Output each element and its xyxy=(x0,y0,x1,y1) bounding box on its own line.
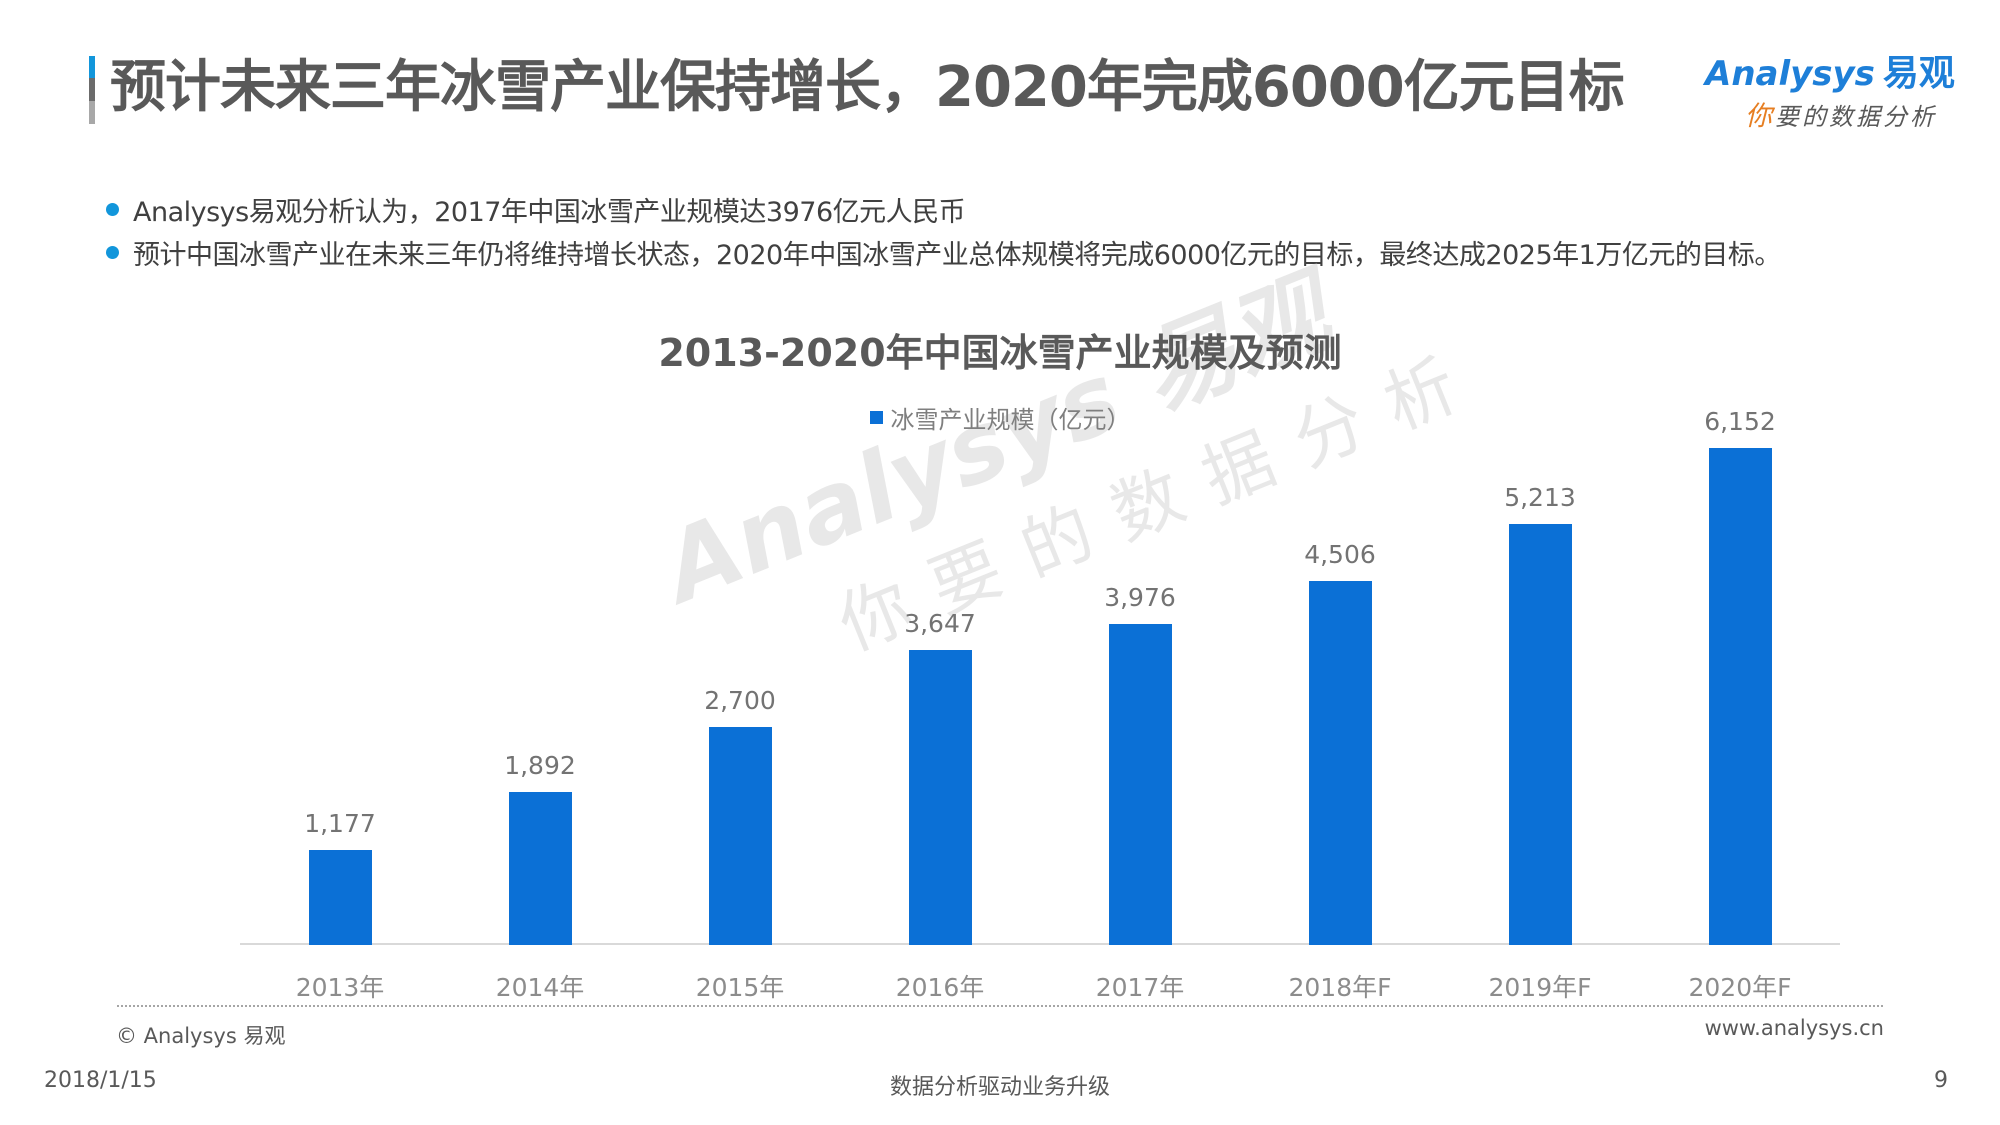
legend-label: 冰雪产业规模（亿元） xyxy=(890,406,1131,434)
x-axis-label: 2016年 xyxy=(895,973,985,1002)
page-title: 预计未来三年冰雪产业保持增长，2020年完成6000亿元目标 xyxy=(110,55,1625,120)
bar-value-label: 5,213 xyxy=(1504,483,1576,512)
copyright: © Analysys 易观 xyxy=(116,1024,286,1048)
footer-divider xyxy=(117,1005,1883,1007)
bullet-dot-icon xyxy=(106,246,119,259)
bar-group: 2,700 xyxy=(640,686,840,945)
bar-chart-plot-area: 1,177 1,892 2,700 3,647 3,976 4,506 5,213 6,152 xyxy=(240,380,1840,945)
bullet-text: Analysys易观分析认为，2017年中国冰雪产业规模达3976亿元人民币 xyxy=(133,197,966,228)
logo-brand-en: Analysys xyxy=(1705,54,1875,94)
bar xyxy=(1108,624,1172,945)
bar-value-label: 2,700 xyxy=(704,686,776,715)
bar-value-label: 3,976 xyxy=(1104,583,1176,612)
bar xyxy=(908,650,972,945)
bar-group: 1,177 xyxy=(240,809,440,945)
x-axis-label: 2014年 xyxy=(495,973,585,1002)
bar xyxy=(1308,581,1372,945)
page-number: 9 xyxy=(1934,1068,1948,1093)
bar-group: 1,892 xyxy=(440,751,640,945)
report-date: 2018/1/15 xyxy=(44,1068,157,1093)
logo-tagline-first: 你 xyxy=(1745,101,1775,132)
bar-value-label: 1,892 xyxy=(504,751,576,780)
bullet-item: 预计中国冰雪产业在未来三年仍将维持增长状态，2020年中国冰雪产业总体规模将完成… xyxy=(106,231,1781,274)
bar xyxy=(1508,524,1572,945)
x-axis-line xyxy=(240,943,1840,945)
x-axis-label: 2017年 xyxy=(1095,973,1185,1002)
x-axis-label: 2019年F xyxy=(1488,973,1592,1002)
bar-value-label: 4,506 xyxy=(1304,540,1376,569)
x-axis-label: 2018年F xyxy=(1288,973,1392,1002)
x-axis-label: 2015年 xyxy=(695,973,785,1002)
bullet-item: Analysys易观分析认为，2017年中国冰雪产业规模达3976亿元人民币 xyxy=(106,188,1781,231)
bar-value-label: 1,177 xyxy=(304,809,376,838)
bar-group: 3,647 xyxy=(840,609,1040,945)
chart-title: 2013-2020年中国冰雪产业规模及预测 xyxy=(658,331,1342,375)
x-axis-label: 2020年F xyxy=(1688,973,1792,1002)
logo-brand-cn: 易观 xyxy=(1882,53,1955,94)
bar-group: 6,152 xyxy=(1640,407,1840,945)
bar-group: 5,213 xyxy=(1440,483,1640,945)
bullet-text: 预计中国冰雪产业在未来三年仍将维持增长状态，2020年中国冰雪产业总体规模将完成… xyxy=(133,240,1781,271)
accent-segment-dark-gray xyxy=(89,78,95,101)
website-link[interactable]: www.analysys.cn xyxy=(1704,1016,1884,1040)
analysys-logo: Analysys 易观 你要的数据分析 xyxy=(1705,44,1965,132)
accent-segment-light-gray xyxy=(89,101,95,124)
x-axis-label: 2013年 xyxy=(295,973,385,1002)
logo-brand: Analysys 易观 xyxy=(1705,44,1955,96)
bar-group: 4,506 xyxy=(1240,540,1440,945)
chart-legend: 冰雪产业规模（亿元） xyxy=(0,400,2000,435)
bar xyxy=(508,792,572,945)
accent-segment-blue xyxy=(89,56,95,78)
logo-tagline-rest: 要的数据分析 xyxy=(1775,103,1937,131)
footer-slogan: 数据分析驱动业务升级 xyxy=(889,1075,1110,1100)
title-accent-bar xyxy=(89,56,95,124)
bar-group: 3,976 xyxy=(1040,583,1240,945)
bar-value-label: 6,152 xyxy=(1704,407,1776,436)
legend-swatch-icon xyxy=(869,411,883,424)
bar xyxy=(1708,448,1772,945)
logo-tagline: 你要的数据分析 xyxy=(1745,94,1937,133)
bar xyxy=(708,727,772,945)
bar-value-label: 3,647 xyxy=(904,609,976,638)
bullet-dot-icon xyxy=(106,203,119,216)
bullet-list: Analysys易观分析认为，2017年中国冰雪产业规模达3976亿元人民币 预… xyxy=(106,188,1781,274)
bar xyxy=(308,850,372,945)
